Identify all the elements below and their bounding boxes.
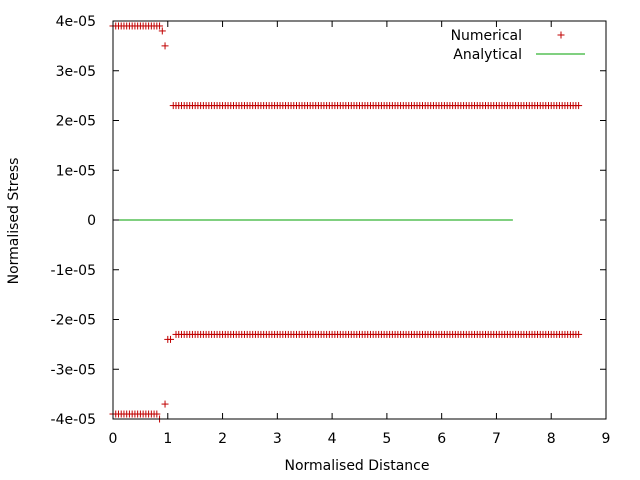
numerical-point: [167, 335, 175, 343]
numerical-point: [161, 400, 169, 408]
y-tick-label: -3e-05: [51, 362, 96, 378]
y-tick-label: -1e-05: [51, 263, 96, 279]
x-tick-label: 4: [328, 431, 337, 447]
y-tick-label: 1e-05: [56, 163, 96, 179]
y-tick-label: 4e-05: [56, 14, 96, 30]
y-tick-label: 2e-05: [56, 114, 96, 130]
legend-label-numerical: Numerical: [451, 28, 522, 44]
y-tick-label: -2e-05: [51, 313, 96, 329]
x-tick-label: 8: [547, 431, 556, 447]
numerical-point: [161, 42, 169, 50]
x-tick-label: 7: [492, 431, 501, 447]
x-tick-label: 5: [382, 431, 391, 447]
x-tick-label: 6: [437, 431, 446, 447]
legend-marker-numerical: [557, 31, 565, 39]
legend-plus-marker: [557, 31, 565, 39]
y-tick-label: 0: [87, 213, 96, 229]
x-axis-label: Normalised Distance: [284, 458, 429, 474]
y-tick-label: -4e-05: [51, 412, 96, 428]
numerical-point: [575, 102, 583, 110]
plot-marks: [109, 22, 583, 423]
x-tick-label: 2: [218, 431, 227, 447]
numerical-point: [575, 330, 583, 338]
y-axis-label: Normalised Stress: [6, 158, 22, 285]
x-tick-label: 9: [602, 431, 611, 447]
legend-label-analytical: Analytical: [453, 47, 522, 63]
x-tick-label: 1: [163, 431, 172, 447]
x-tick-label: 0: [109, 431, 118, 447]
numerical-point: [156, 22, 164, 30]
legend: Numerical Analytical: [451, 28, 585, 63]
numerical-point: [153, 410, 161, 418]
axis-ticks: 0 1 2 3 4 5 6 7 8 9 -4e-05 -3e-05 -2e-05 -1e-05 0 1e-05…: [51, 14, 611, 447]
x-tick-label: 3: [273, 431, 282, 447]
y-tick-label: 3e-05: [56, 64, 96, 80]
numerical-point: [158, 27, 166, 35]
